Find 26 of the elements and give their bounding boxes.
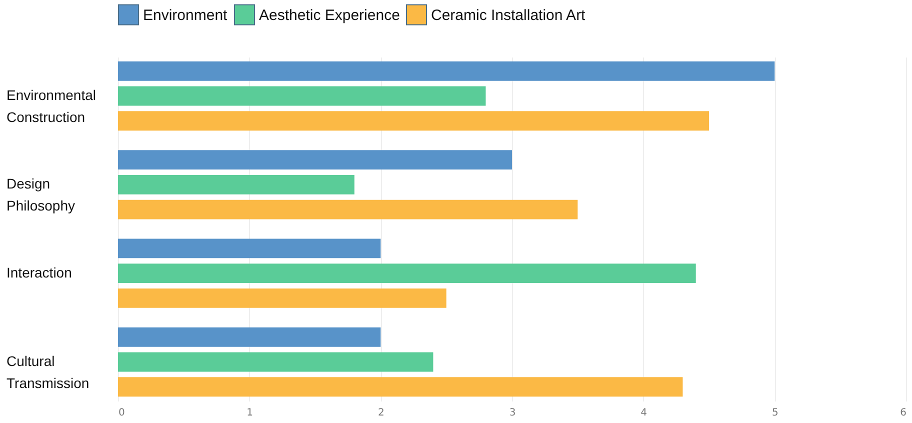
x-tick-label: 4 (640, 408, 648, 418)
legend-label: Ceramic Installation Art (431, 6, 586, 24)
bar (118, 61, 775, 81)
x-tick-label: 3 (509, 408, 516, 418)
bar (118, 174, 354, 194)
bar (118, 288, 446, 308)
y-tick-label: Design Philosophy (6, 176, 75, 214)
bar (118, 111, 709, 131)
legend-label: Aesthetic Experience (259, 6, 400, 24)
x-tick-label: 6 (900, 408, 906, 418)
y-tick-label: Interaction (6, 264, 72, 280)
bar (118, 327, 381, 347)
bar (118, 264, 696, 284)
bar (118, 86, 486, 106)
x-tick-label: 0 (118, 408, 125, 418)
bar (118, 377, 683, 397)
x-tick-label: 2 (378, 408, 384, 418)
bar (118, 150, 512, 170)
legend-label: Environment (143, 6, 228, 24)
bar (118, 238, 381, 258)
bar (118, 352, 434, 372)
x-tick-label: 1 (246, 408, 254, 418)
y-tick-label: Cultural Transmission (6, 352, 90, 391)
bar (118, 200, 578, 220)
y-tick-label: Environmental Construction (6, 87, 96, 126)
x-tick-label: 5 (772, 408, 778, 418)
